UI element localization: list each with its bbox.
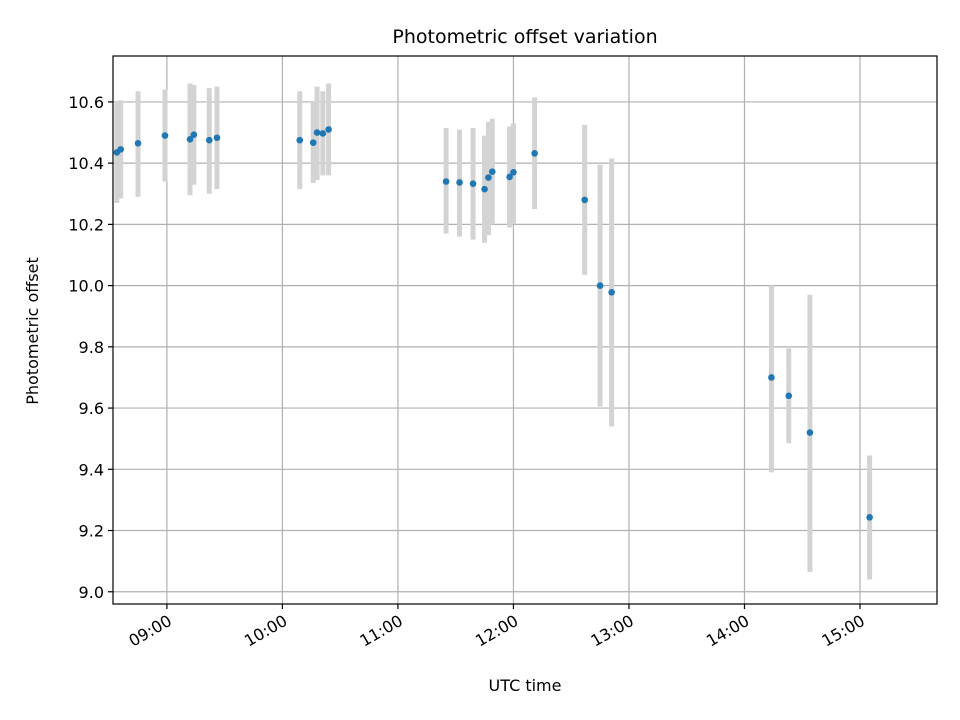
data-point bbox=[134, 139, 142, 147]
data-point bbox=[442, 178, 450, 185]
y-tick-label: 9.8 bbox=[79, 338, 104, 357]
data-point bbox=[469, 180, 477, 187]
y-tick-label: 10.0 bbox=[68, 277, 104, 296]
y-tick-label: 10.2 bbox=[68, 215, 104, 234]
data-point bbox=[117, 146, 125, 153]
data-point bbox=[213, 134, 221, 142]
x-axis-title: UTC time bbox=[489, 676, 562, 695]
data-point bbox=[866, 514, 873, 521]
data-point bbox=[190, 131, 198, 138]
data-point bbox=[581, 196, 588, 204]
data-point bbox=[608, 289, 615, 296]
data-point bbox=[506, 173, 513, 181]
data-point bbox=[456, 179, 463, 186]
data-point bbox=[186, 135, 194, 143]
data-point bbox=[205, 136, 213, 144]
y-tick-label: 9.2 bbox=[79, 522, 104, 541]
data-point bbox=[296, 136, 304, 144]
data-point bbox=[319, 130, 327, 137]
data-point bbox=[785, 392, 793, 400]
grid-lines bbox=[113, 56, 937, 604]
data-point bbox=[309, 139, 317, 146]
data-point bbox=[488, 168, 496, 176]
data-point bbox=[313, 129, 321, 136]
data-point bbox=[161, 132, 169, 139]
y-axis-title: Photometric offset bbox=[23, 257, 42, 405]
y-tick-label: 9.0 bbox=[79, 583, 104, 602]
data-point bbox=[806, 429, 814, 436]
y-tick-label: 9.6 bbox=[79, 399, 104, 418]
data-point bbox=[510, 169, 517, 176]
plot-frame bbox=[112, 55, 938, 605]
data-point bbox=[531, 150, 538, 157]
chart-title: Photometric offset variation bbox=[392, 26, 657, 48]
data-point bbox=[596, 282, 604, 289]
data-points bbox=[113, 126, 873, 521]
y-tick-label: 10.4 bbox=[68, 154, 104, 173]
data-point bbox=[485, 174, 492, 181]
data-point bbox=[768, 374, 775, 381]
y-tick-label: 10.6 bbox=[68, 93, 104, 112]
data-point bbox=[481, 185, 488, 193]
y-tick-label: 9.4 bbox=[79, 460, 104, 479]
data-point bbox=[325, 126, 332, 133]
